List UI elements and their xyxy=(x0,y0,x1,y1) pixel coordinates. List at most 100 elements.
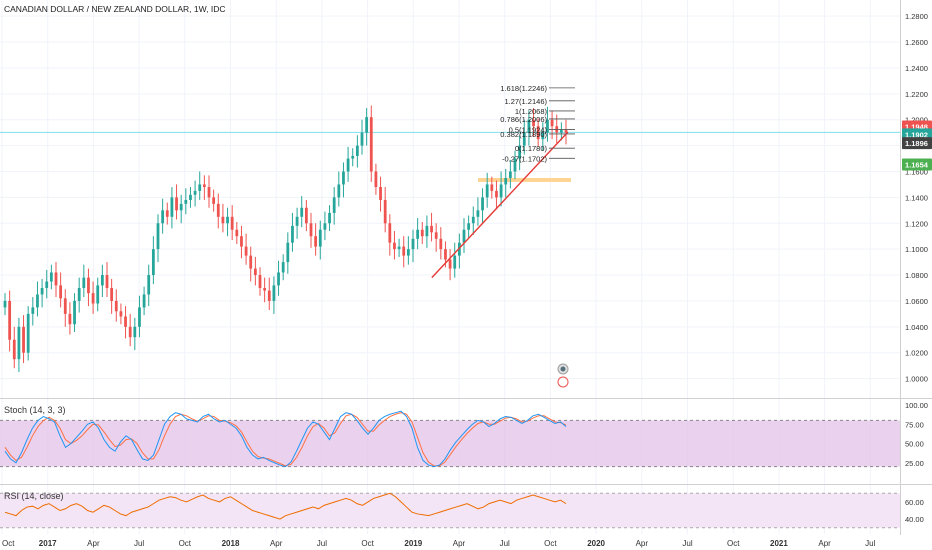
candle[interactable] xyxy=(388,214,392,256)
candle[interactable] xyxy=(161,198,165,234)
candle[interactable] xyxy=(476,197,480,226)
candle[interactable] xyxy=(263,277,267,303)
candle[interactable] xyxy=(230,205,234,241)
candle[interactable] xyxy=(128,313,132,347)
candle[interactable] xyxy=(337,171,341,207)
candle[interactable] xyxy=(17,317,21,373)
candle[interactable] xyxy=(45,269,49,299)
candle[interactable] xyxy=(314,223,318,256)
candle[interactable] xyxy=(541,122,545,151)
candle[interactable] xyxy=(221,203,225,233)
stoch-pane[interactable]: Stoch (14, 3, 3) xyxy=(0,405,900,468)
candle[interactable] xyxy=(439,227,443,260)
candle[interactable] xyxy=(485,172,489,208)
candle[interactable] xyxy=(22,315,25,364)
settings-icon[interactable] xyxy=(903,538,930,549)
candle[interactable] xyxy=(379,176,382,212)
candle[interactable] xyxy=(522,119,526,155)
rsi-axis[interactable]: 60.00 40.00 xyxy=(905,498,924,524)
candle[interactable] xyxy=(258,267,262,296)
candle[interactable] xyxy=(504,168,508,198)
candle[interactable] xyxy=(240,225,243,259)
candle[interactable] xyxy=(267,277,271,310)
candle[interactable] xyxy=(63,289,67,327)
candle[interactable] xyxy=(546,106,549,142)
time-axis[interactable]: Oct 2017 Apr Jul Oct 2018 Apr Jul Oct 2019 Apr Jul O… xyxy=(2,539,876,548)
candle[interactable] xyxy=(286,232,290,274)
candle[interactable] xyxy=(295,207,299,239)
candle[interactable] xyxy=(100,264,104,298)
stoch-label[interactable]: Stoch (14, 3, 3) xyxy=(4,405,66,415)
candle[interactable] xyxy=(406,236,410,265)
candle[interactable] xyxy=(175,184,178,220)
support-zone-rect[interactable] xyxy=(478,177,571,182)
candle[interactable] xyxy=(481,188,484,224)
candle[interactable] xyxy=(383,187,387,233)
candle[interactable] xyxy=(133,317,137,351)
candle[interactable] xyxy=(216,193,220,229)
candle[interactable] xyxy=(207,175,211,208)
candle[interactable] xyxy=(425,215,429,248)
candle[interactable] xyxy=(91,281,95,314)
candle[interactable] xyxy=(527,110,531,146)
candle[interactable] xyxy=(434,223,438,252)
candle[interactable] xyxy=(420,221,424,244)
candle[interactable] xyxy=(124,306,127,339)
candle[interactable] xyxy=(198,171,202,200)
candle[interactable] xyxy=(184,188,188,215)
candle[interactable] xyxy=(26,306,30,361)
candle[interactable] xyxy=(471,206,475,235)
candle[interactable] xyxy=(54,262,58,298)
candle[interactable] xyxy=(430,212,433,242)
candle[interactable] xyxy=(156,214,160,263)
candle[interactable] xyxy=(170,187,174,229)
candle[interactable] xyxy=(365,108,369,146)
candle[interactable] xyxy=(165,202,169,225)
candle[interactable] xyxy=(411,229,415,263)
candle[interactable] xyxy=(355,135,359,168)
candle[interactable] xyxy=(87,268,90,307)
candle[interactable] xyxy=(36,281,39,317)
candle[interactable] xyxy=(550,110,554,140)
candle[interactable] xyxy=(402,236,406,268)
candle[interactable] xyxy=(8,290,12,352)
candle[interactable] xyxy=(462,218,466,254)
candle[interactable] xyxy=(212,189,216,212)
candle[interactable] xyxy=(453,242,457,278)
price-pane[interactable]: 1.618(1.2246) 1.27(1.2146)1(1.2068)0.786(… xyxy=(0,84,900,388)
candle[interactable] xyxy=(318,220,322,260)
candle[interactable] xyxy=(300,196,304,228)
candle[interactable] xyxy=(291,212,294,252)
candle[interactable] xyxy=(332,187,336,225)
candle[interactable] xyxy=(351,148,355,167)
candle[interactable] xyxy=(12,326,16,369)
candle[interactable] xyxy=(369,105,373,182)
candle[interactable] xyxy=(272,276,276,314)
rsi-label[interactable]: RSI (14, close) xyxy=(4,491,64,501)
candle[interactable] xyxy=(518,135,522,171)
candle[interactable] xyxy=(532,108,535,137)
candle[interactable] xyxy=(68,302,72,335)
candle[interactable] xyxy=(193,180,197,207)
price-axis[interactable]: 1.28001.26001.24001.22001.20001.18001.16… xyxy=(905,12,928,383)
candle[interactable] xyxy=(31,297,35,326)
candle[interactable] xyxy=(397,238,401,257)
candle[interactable] xyxy=(226,207,229,237)
candle[interactable] xyxy=(499,171,503,207)
candle[interactable] xyxy=(235,221,239,244)
candle[interactable] xyxy=(49,264,53,290)
candle[interactable] xyxy=(559,122,563,141)
candle[interactable] xyxy=(59,272,63,308)
candle[interactable] xyxy=(304,199,308,232)
candle[interactable] xyxy=(105,262,109,298)
candle[interactable] xyxy=(119,303,123,325)
candle[interactable] xyxy=(151,236,155,285)
candle[interactable] xyxy=(448,249,452,281)
candle[interactable] xyxy=(147,264,151,307)
candle[interactable] xyxy=(138,295,141,338)
candle[interactable] xyxy=(309,212,313,248)
candle[interactable] xyxy=(202,175,206,200)
candle[interactable] xyxy=(96,277,100,312)
candle[interactable] xyxy=(328,205,331,232)
